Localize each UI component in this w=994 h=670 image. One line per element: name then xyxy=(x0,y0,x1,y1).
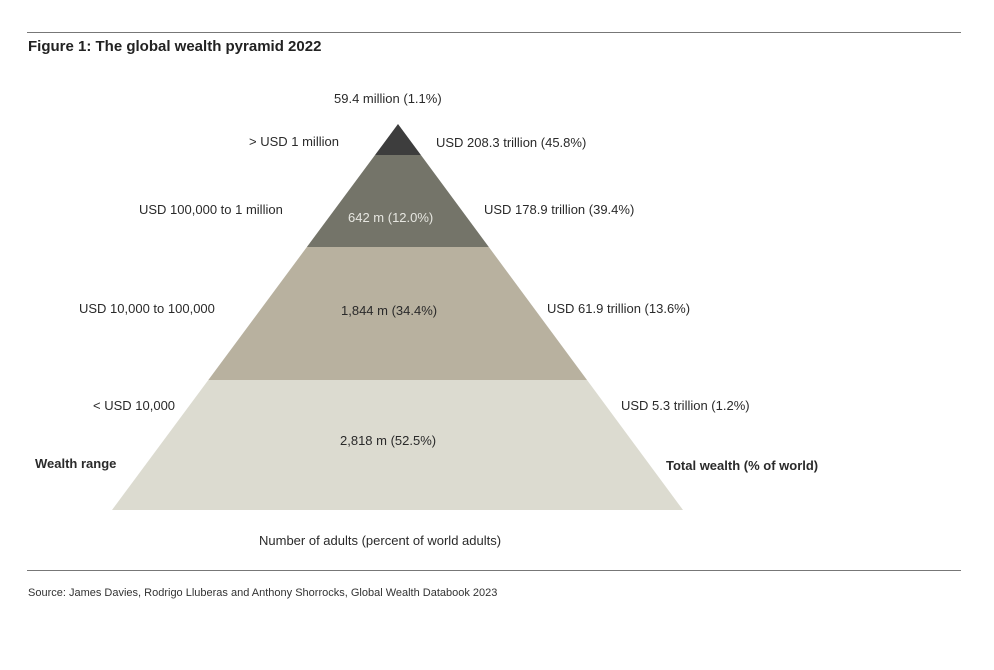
adults-heading: Number of adults (percent of world adult… xyxy=(259,533,502,548)
tier-1-total-wealth: USD 178.9 trillion (39.4%) xyxy=(484,202,635,217)
pyramid-tier-under-10k xyxy=(112,380,683,510)
tier-2-adults: 1,844 m (34.4%) xyxy=(341,303,438,318)
tier-0-wealth-range: > USD 1 million xyxy=(249,134,339,149)
top-rule xyxy=(27,32,961,33)
pyramid-tier-millionaires xyxy=(375,124,421,155)
tier-2-total-wealth: USD 61.9 trillion (13.6%) xyxy=(547,301,691,316)
tier-3-adults: 2,818 m (52.5%) xyxy=(340,433,437,448)
tier-0-total-wealth: USD 208.3 trillion (45.8%) xyxy=(436,135,587,150)
tier-0-adults: 59.4 million (1.1%) xyxy=(334,91,442,106)
wealth-range-heading: Wealth range xyxy=(35,456,117,471)
tier-2-wealth-range: USD 10,000 to 100,000 xyxy=(79,301,215,316)
pyramid-tier-100k-1m xyxy=(306,155,489,247)
pyramid-tier-10k-100k xyxy=(208,247,588,380)
bottom-rule xyxy=(27,570,961,571)
tier-3-wealth-range: < USD 10,000 xyxy=(93,398,176,413)
source-note: Source: James Davies, Rodrigo Lluberas a… xyxy=(28,587,498,599)
tier-1-wealth-range: USD 100,000 to 1 million xyxy=(139,202,283,217)
figure-title: Figure 1: The global wealth pyramid 2022 xyxy=(28,38,322,55)
total-wealth-heading: Total wealth (% of world) xyxy=(666,458,819,473)
tier-1-adults: 642 m (12.0%) xyxy=(348,210,434,225)
tier-3-total-wealth: USD 5.3 trillion (1.2%) xyxy=(621,398,750,413)
